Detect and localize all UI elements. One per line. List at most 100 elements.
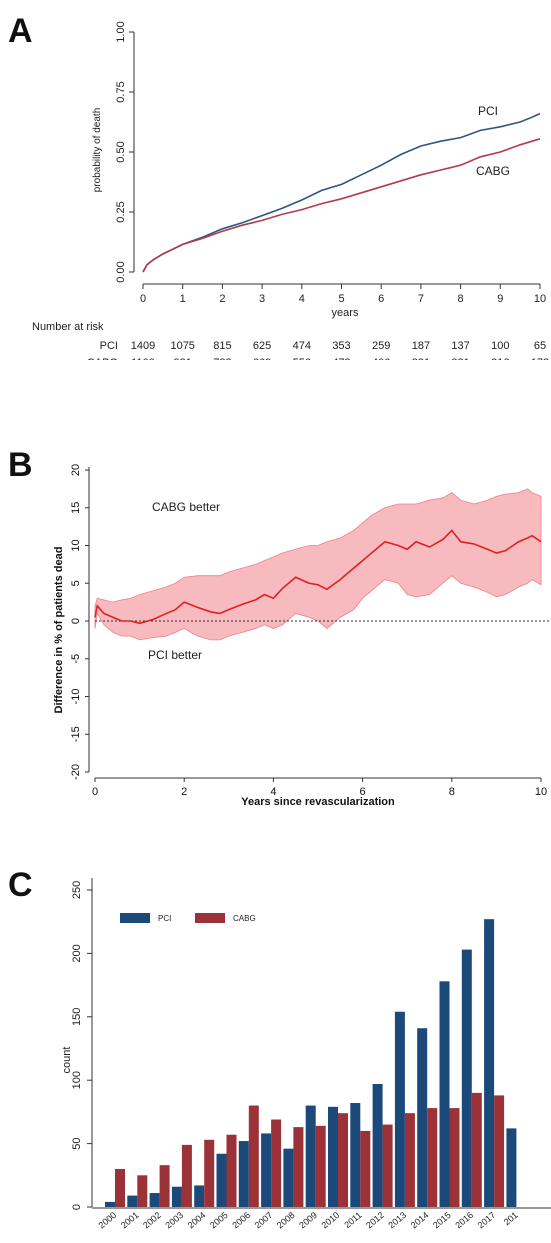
bars: 2000 2001 2002 2003 2004 2005 2006 2007 2008 2009… xyxy=(97,919,520,1230)
difference-series-line xyxy=(94,529,542,625)
bar-cabg-2009 xyxy=(315,1125,326,1207)
series-line-pci xyxy=(142,112,541,273)
panel-label-a: A xyxy=(8,12,33,50)
bar-cabg-2011 xyxy=(360,1130,371,1207)
survival-chart: A probability of death years 0 1 2 3 4 5 6 7 8 9 1… xyxy=(8,12,549,360)
bar-cabg-2014 xyxy=(427,1108,438,1207)
bar-cabg-2005 xyxy=(226,1134,237,1207)
bar-cabg-2016 xyxy=(471,1092,482,1207)
legend-c: PCI CABG xyxy=(120,913,256,923)
bar-cabg-2007 xyxy=(271,1119,282,1207)
x-tick-label-b: 4 xyxy=(270,786,276,798)
x-tick-label-c: 2011 xyxy=(342,1210,363,1230)
y-tick-label-a: 0.50 xyxy=(115,141,127,162)
risk-table-title: Number at risk xyxy=(32,321,104,333)
x-tick-label-c: 2002 xyxy=(141,1210,163,1231)
bar-pci-2016 xyxy=(461,949,472,1207)
yearly-count-chart: C count 0 50 100 150 200 250 2000 2001 2002 2003… xyxy=(8,866,551,1230)
legend-label-cabg: CABG xyxy=(233,914,256,923)
confidence-band-area xyxy=(94,488,542,641)
x-tick-label-a: 7 xyxy=(418,293,424,305)
y-tick-label-b: 15 xyxy=(70,502,82,514)
bar-cabg-2010 xyxy=(338,1113,348,1207)
bar-cabg-2008 xyxy=(293,1127,304,1207)
axes-a: 0 1 2 3 4 5 6 7 8 9 10 0.00 0.25 0.50 0.75 1.00 xyxy=(115,21,546,305)
bar-cabg-2000 xyxy=(115,1168,125,1207)
bar-pci-2008 xyxy=(283,1148,294,1207)
x-tick-label-c: 2010 xyxy=(320,1210,342,1231)
x-tick-label-a: 2 xyxy=(219,293,225,305)
bar-cabg-2013 xyxy=(404,1113,415,1207)
bar-cabg-2002 xyxy=(159,1165,170,1207)
x-tick-label-b: 0 xyxy=(92,786,98,798)
y-tick-label-c: 0 xyxy=(71,1204,83,1210)
x-tick-label-c: 2013 xyxy=(386,1210,408,1231)
annotation-pci-better: PCI better xyxy=(148,648,202,662)
y-axis-title-c: count xyxy=(61,1047,73,1074)
x-tick-label-c: 201 xyxy=(502,1210,520,1227)
bar-cabg-2004 xyxy=(204,1139,215,1207)
risk-value: 921 xyxy=(174,357,192,360)
x-tick-label-a: 10 xyxy=(534,293,546,305)
series-labels-a: PCI CABG xyxy=(476,104,510,178)
difference-line xyxy=(94,529,542,625)
risk-value: 1409 xyxy=(131,340,155,352)
x-tick-label-a: 5 xyxy=(338,293,344,305)
bar-pci-2018 xyxy=(506,1128,517,1207)
x-tick-label-c: 2000 xyxy=(97,1210,119,1231)
x-tick-label-c: 2007 xyxy=(253,1210,275,1231)
y-tick-label-c: 200 xyxy=(71,944,83,962)
x-tick-label-c: 2006 xyxy=(230,1210,252,1231)
annotation-cabg-better: CABG better xyxy=(152,500,220,514)
bar-pci-2013 xyxy=(394,1011,405,1207)
bar-pci-2000 xyxy=(105,1201,115,1207)
bar-cabg-2012 xyxy=(382,1124,393,1207)
y-tick-label-a: 1.00 xyxy=(115,21,127,42)
x-tick-label-a: 6 xyxy=(378,293,384,305)
y-tick-label-a: 0.25 xyxy=(115,201,127,222)
bar-cabg-2001 xyxy=(137,1175,148,1207)
risk-value: 259 xyxy=(372,340,390,352)
axes-b: 20 15 10 5 0 -5 -10 -15 -20 0 2 4 6 8 10 xyxy=(70,464,551,798)
panel-label-b: B xyxy=(8,446,33,484)
y-axis-title-a: probability of death xyxy=(92,108,103,193)
x-tick-label-a: 3 xyxy=(259,293,265,305)
y-tick-label-a: 0.00 xyxy=(115,261,127,282)
risk-value: 100 xyxy=(491,340,509,352)
x-axis-title-b: Years since revascularization xyxy=(241,796,395,808)
x-tick-label-c: 2005 xyxy=(208,1210,230,1231)
risk-value: 556 xyxy=(293,357,311,360)
y-tick-label-b: -20 xyxy=(70,764,82,780)
x-tick-label-b: 2 xyxy=(181,786,187,798)
bar-cabg-2015 xyxy=(449,1108,460,1207)
bar-pci-2015 xyxy=(439,981,450,1207)
legend-label-pci: PCI xyxy=(158,914,171,923)
risk-value: 187 xyxy=(412,340,430,352)
series-line-cabg xyxy=(142,138,541,273)
risk-value: 473 xyxy=(332,357,350,360)
bar-pci-2007 xyxy=(261,1133,272,1207)
y-tick-label-c: 50 xyxy=(71,1137,83,1149)
x-tick-label-c: 2004 xyxy=(186,1210,208,1231)
y-tick-label-b: 5 xyxy=(70,580,82,586)
bar-cabg-2003 xyxy=(181,1144,192,1207)
x-tick-label-c: 2009 xyxy=(297,1210,319,1231)
bar-pci-2004 xyxy=(194,1185,205,1207)
risk-value: 474 xyxy=(293,340,311,352)
x-tick-label-b: 8 xyxy=(449,786,455,798)
x-tick-label-c: 2001 xyxy=(119,1210,141,1231)
y-tick-label-a: 0.75 xyxy=(115,81,127,102)
y-tick-label-b: 10 xyxy=(70,539,82,551)
x-tick-label-a: 4 xyxy=(299,293,305,305)
risk-value: 669 xyxy=(253,357,271,360)
x-tick-label-c: 2016 xyxy=(453,1210,475,1231)
risk-value: 1075 xyxy=(170,340,194,352)
risk-row-label: CABG xyxy=(87,357,118,360)
x-tick-label-b: 10 xyxy=(535,786,547,798)
y-tick-label-b: -5 xyxy=(70,654,82,664)
risk-value: 353 xyxy=(332,340,350,352)
confidence-band xyxy=(94,488,542,641)
y-tick-label-b: -15 xyxy=(70,726,82,742)
y-tick-label-b: -10 xyxy=(70,689,82,705)
risk-value: 406 xyxy=(372,357,390,360)
